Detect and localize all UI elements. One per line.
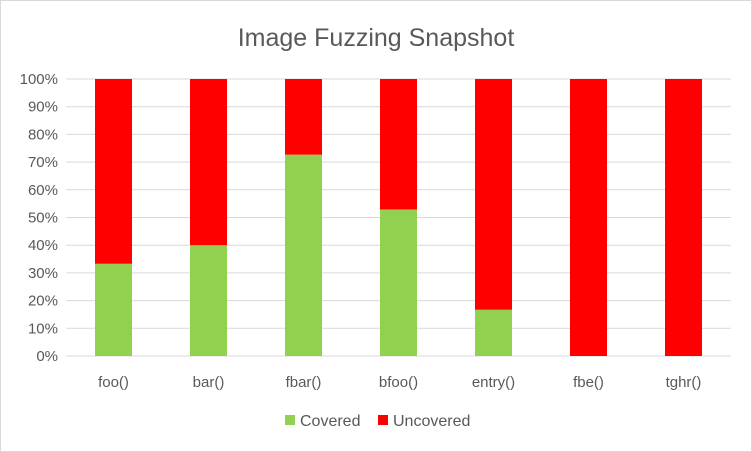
bar-covered-foo	[95, 263, 132, 356]
y-tick-label: 100%	[20, 71, 58, 88]
bar-uncovered-fbar	[285, 79, 322, 155]
chart-title: Image Fuzzing Snapshot	[238, 24, 515, 52]
legend-swatch-covered	[285, 415, 295, 425]
x-tick-label: bar()	[193, 374, 225, 391]
x-tick-label: bfoo()	[379, 374, 418, 391]
legend: Covered Uncovered	[285, 413, 470, 430]
y-tick-label: 30%	[28, 265, 58, 282]
y-tick-label: 50%	[28, 210, 58, 227]
bar-uncovered-fbe	[570, 79, 607, 356]
y-tick-label: 0%	[36, 348, 58, 365]
y-tick-label: 60%	[28, 182, 58, 199]
y-tick-label: 90%	[28, 99, 58, 116]
y-tick-label: 40%	[28, 237, 58, 254]
bar-uncovered-bfoo	[380, 79, 417, 210]
y-axis-ticks: 0% 10% 20% 30% 40% 50% 60% 70% 80% 90% 100%	[20, 71, 58, 365]
x-tick-label: entry()	[472, 374, 515, 391]
bar-uncovered-foo	[95, 79, 132, 264]
x-tick-label: tghr()	[666, 374, 702, 391]
bar-covered-entry	[475, 309, 512, 356]
bar-uncovered-entry	[475, 79, 512, 310]
x-tick-label: foo()	[98, 374, 129, 391]
bars	[95, 79, 702, 356]
x-tick-label: fbe()	[573, 374, 604, 391]
bar-covered-bar	[190, 245, 227, 356]
legend-label-covered: Covered	[300, 413, 360, 430]
bar-covered-bfoo	[380, 209, 417, 356]
bar-uncovered-bar	[190, 79, 227, 246]
y-tick-label: 20%	[28, 293, 58, 310]
y-tick-label: 70%	[28, 154, 58, 171]
y-tick-label: 10%	[28, 320, 58, 337]
y-tick-label: 80%	[28, 126, 58, 143]
legend-swatch-uncovered	[378, 415, 388, 425]
bar-uncovered-tghr	[665, 79, 702, 356]
x-axis-ticks: foo() bar() fbar() bfoo() entry() fbe() tghr()	[98, 374, 701, 391]
bar-covered-fbar	[285, 154, 322, 356]
legend-label-uncovered: Uncovered	[393, 413, 470, 430]
x-tick-label: fbar()	[286, 374, 322, 391]
